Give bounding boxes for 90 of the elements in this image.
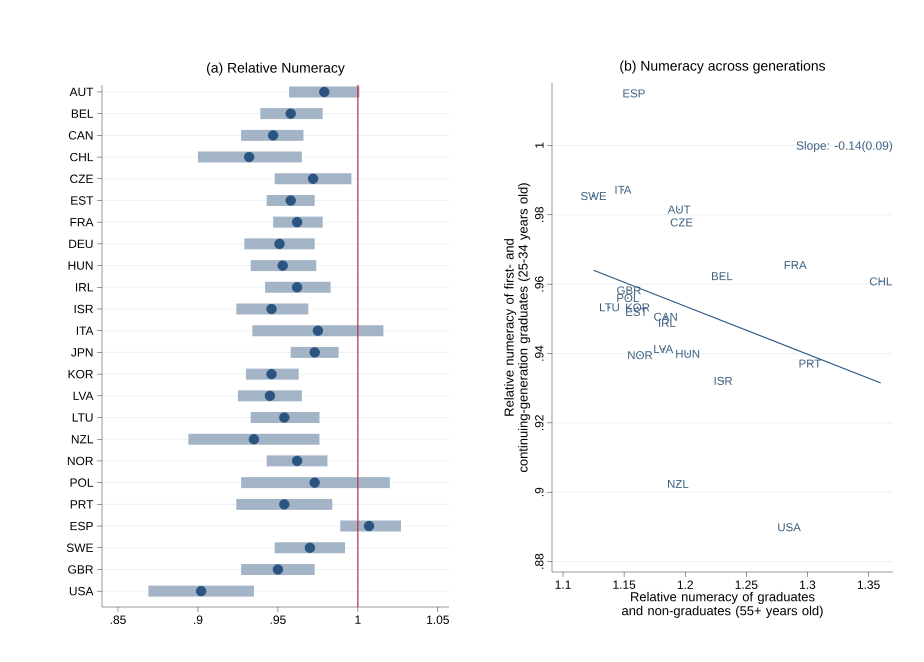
x-tick-label: 1.35 — [858, 580, 880, 589]
point — [272, 564, 284, 575]
y-tick-label: CZE — [70, 174, 93, 183]
point — [319, 86, 330, 98]
x-tick-label: 1.15 — [613, 580, 636, 589]
point — [248, 434, 260, 444]
y-tick-label: POL — [70, 478, 94, 487]
point — [292, 216, 302, 228]
y-tick-label: LVA — [74, 392, 94, 400]
annotation: NZL — [668, 480, 688, 488]
y-tick-label: ESP — [70, 522, 93, 530]
x-tick-label: 1 — [355, 616, 361, 624]
annotation: PRT — [799, 360, 821, 368]
y-tick-label: CAN — [68, 131, 92, 140]
y-tick-label: LTU — [72, 413, 93, 422]
y-tick-label: FRA — [70, 218, 94, 226]
point — [309, 477, 320, 488]
y-tick-label: HUN — [68, 261, 92, 270]
point — [278, 260, 288, 271]
y-axis-title: Relative numeracy of first- and continuing-generation graduates (25-34 years old) — [504, 183, 530, 472]
y-tick-label: 1 — [535, 142, 544, 148]
y-tick-label: .96 — [535, 276, 544, 292]
point — [244, 152, 254, 162]
point — [279, 412, 290, 423]
annotation: CAN — [654, 312, 677, 321]
point — [309, 347, 320, 358]
annotation: Slope: -0.14(0.09) — [796, 141, 892, 152]
point — [279, 499, 290, 510]
point — [266, 368, 277, 380]
point — [304, 542, 316, 553]
y-tick-label: IRL — [76, 283, 94, 292]
y-tick-label: .98 — [535, 206, 544, 222]
annotation: POL — [617, 294, 639, 302]
y-tick-label: ITA — [76, 326, 94, 335]
point — [292, 282, 302, 292]
y-tick-label: USA — [70, 586, 94, 596]
annotation: ITA — [615, 186, 632, 194]
y-tick-label: KOR — [68, 370, 93, 378]
y-tick-label: EST — [71, 196, 94, 205]
point — [364, 520, 374, 532]
x-tick-label: 1.3 — [800, 580, 816, 589]
y-tick-label: PRT — [70, 500, 94, 508]
annotation: ESP — [623, 89, 645, 98]
annotation: GBR — [617, 286, 641, 294]
point — [266, 304, 277, 314]
y-tick-label: NOR — [68, 456, 93, 466]
y-tick-label: ISR — [74, 304, 93, 314]
point — [308, 174, 318, 184]
y-tick-label: SWE — [66, 544, 93, 552]
y-tick-label: GBR — [68, 565, 93, 574]
annotation: CZE — [670, 218, 693, 226]
point — [285, 195, 296, 206]
point — [268, 130, 278, 141]
x-axis-title: Relative numeracy of graduates and non-graduates (55+ years old) — [622, 592, 823, 618]
annotation: BEL — [712, 272, 732, 280]
point — [264, 390, 276, 402]
point — [292, 456, 302, 466]
y-tick-label: .92 — [535, 415, 544, 430]
annotation: ISR — [714, 376, 732, 385]
y-tick-label: NZL — [72, 435, 94, 444]
annotation: LVA — [654, 345, 674, 353]
y-tick-label: .88 — [535, 554, 544, 569]
annotation: FRA — [784, 261, 807, 270]
x-tick-label: 1.2 — [678, 580, 693, 589]
annotation: NOR — [628, 351, 652, 360]
annotation: CHL — [870, 277, 892, 286]
x-tick-label: .95 — [270, 616, 286, 624]
chart-title: (a) Relative Numeracy — [206, 62, 345, 76]
y-tick-label: DEU — [69, 240, 93, 248]
x-tick-label: .85 — [110, 616, 126, 624]
annotation: AUT — [668, 206, 690, 214]
chart-title: (b) Numeracy across generations — [620, 60, 826, 74]
x-tick-label: 1.05 — [427, 616, 449, 624]
point — [312, 326, 324, 336]
y-tick-label: BEL — [72, 110, 94, 118]
point — [196, 586, 206, 596]
point — [285, 108, 296, 119]
x-tick-label: 1.1 — [556, 580, 571, 589]
annotation: HUN — [676, 350, 700, 358]
y-tick-label: CHL — [70, 152, 94, 162]
x-tick-label: .9 — [194, 616, 202, 624]
annotation: USA — [778, 523, 801, 532]
point — [274, 238, 285, 250]
annotation: LTU — [600, 303, 619, 312]
annotation: SWE — [581, 192, 606, 200]
x-tick-label: 1.25 — [736, 580, 758, 589]
y-tick-label: AUT — [70, 88, 94, 96]
y-tick-label: JPN — [71, 348, 93, 357]
y-tick-label: .9 — [535, 488, 544, 496]
y-tick-label: .94 — [535, 346, 544, 361]
